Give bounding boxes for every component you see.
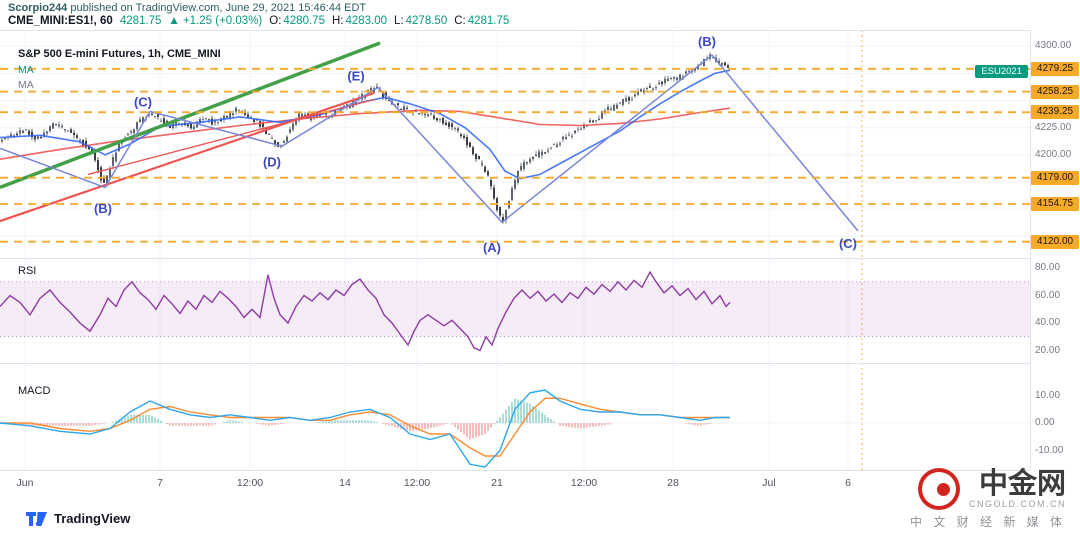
tradingview-brand-text: TradingView: [54, 511, 131, 526]
macd-pane[interactable]: [0, 363, 1030, 470]
pane-separator: [0, 363, 1030, 364]
wave-label: (E): [347, 69, 364, 84]
price-tick: 4200.00: [1035, 148, 1072, 160]
main-chart-pane[interactable]: (B) (C) (D) (E) (A) (B) (C): [0, 30, 1030, 258]
price-level-badge: 4179.00: [1031, 170, 1079, 185]
price-level-badge: 4239.25: [1031, 105, 1079, 120]
watermark-name: 中金网: [978, 467, 1066, 500]
contract-badge: ESU2021: [975, 65, 1028, 79]
last-price: 4281.75: [119, 15, 162, 27]
high-label: H:: [331, 15, 344, 27]
price-tick: 4225.00: [1035, 121, 1072, 133]
ma-indicator-label-2[interactable]: MA: [18, 79, 34, 91]
macd-tick: 10.00: [1035, 389, 1061, 401]
ma-indicator-label-1[interactable]: MA: [18, 64, 34, 76]
time-tick: 21: [491, 477, 503, 489]
rsi-pane[interactable]: [0, 258, 1030, 363]
publish-info: Scorpio244 published on TradingView.com,…: [8, 2, 366, 14]
rsi-tick: 80.00: [1035, 262, 1061, 273]
pane-separator: [0, 258, 1030, 259]
time-axis[interactable]: Jun 7 12:00 14 12:00 21 12:00 28 Jul 6: [0, 470, 1030, 497]
price-level-badge: 4154.75: [1031, 196, 1079, 211]
wave-label: (D): [263, 155, 281, 170]
price-change: ▲ +1.25 (+0.03%): [168, 15, 263, 27]
open-value: 4280.75: [283, 15, 325, 27]
ohlc-open: O: 4280.75: [269, 15, 325, 27]
time-tick: 12:00: [570, 477, 598, 489]
close-label: C:: [454, 15, 466, 27]
ohlc-close: C: 4281.75: [454, 15, 509, 27]
time-tick: 12:00: [236, 477, 264, 489]
high-value: 4283.00: [345, 15, 388, 27]
macd-tick: 0.00: [1035, 417, 1055, 428]
rsi-indicator-label[interactable]: RSI: [18, 265, 37, 277]
rsi-tick: 60.00: [1035, 289, 1061, 301]
symbol-name[interactable]: CME_MINI:ES1!, 60: [8, 15, 113, 27]
wave-label: (B): [94, 201, 112, 216]
pane-separator: [0, 30, 1030, 31]
price-level-badge: 4258.25: [1031, 84, 1079, 99]
macd-tick: -10.00: [1035, 444, 1064, 456]
wave-label: (A): [483, 240, 501, 255]
wave-label: (C): [134, 95, 152, 110]
macd-indicator-label[interactable]: MACD: [18, 385, 51, 397]
time-tick: Jun: [16, 477, 34, 489]
watermark-domain: CNGOLD.COM.CN: [968, 499, 1066, 510]
chart-title: S&P 500 E-mini Futures, 1h, CME_MINI: [18, 48, 221, 60]
price-axis-separator: [1030, 30, 1031, 470]
publish-text: published on TradingView.com, June 29, 2…: [67, 2, 367, 14]
time-tick: Jul: [762, 477, 776, 489]
time-tick: 14: [339, 477, 351, 489]
price-axis[interactable]: 4300.00 4225.00 4200.00 4279.25 4258.25 4239.…: [1031, 0, 1080, 542]
time-tick: 6: [845, 477, 851, 489]
wave-label: (C): [839, 236, 857, 251]
close-value: 4281.75: [467, 15, 510, 27]
cngold-logo-icon: [917, 468, 960, 510]
ohlc-low: L: 4278.50: [394, 15, 447, 27]
symbol-bar: CME_MINI:ES1!, 60 4281.75 ▲ +1.25 (+0.03…: [8, 15, 509, 27]
low-label: L:: [394, 15, 404, 27]
price-tick: 4300.00: [1035, 40, 1072, 52]
wave-label: (B): [698, 34, 716, 49]
rsi-tick: 20.00: [1035, 344, 1061, 356]
tradingview-logo-icon: [26, 511, 47, 526]
cngold-watermark: 中金网 CNGOLD.COM.CN 中 文 财 经 新 媒 体: [910, 468, 1066, 530]
time-tick: 7: [157, 477, 163, 489]
pane-separator: [0, 470, 1030, 471]
time-tick: 12:00: [403, 477, 431, 489]
rsi-tick: 40.00: [1035, 317, 1061, 328]
watermark-tagline: 中 文 财 经 新 媒 体: [909, 515, 1066, 529]
price-level-badge: 4120.00: [1031, 234, 1079, 249]
time-tick: 28: [667, 477, 679, 489]
publisher-name: Scorpio244: [8, 2, 68, 14]
ohlc-high: H: 4283.00: [332, 15, 387, 27]
open-label: O:: [269, 15, 282, 27]
low-value: 4278.50: [405, 15, 448, 27]
tradingview-brand[interactable]: TradingView: [26, 511, 130, 526]
price-level-badge: 4279.25: [1031, 61, 1079, 76]
